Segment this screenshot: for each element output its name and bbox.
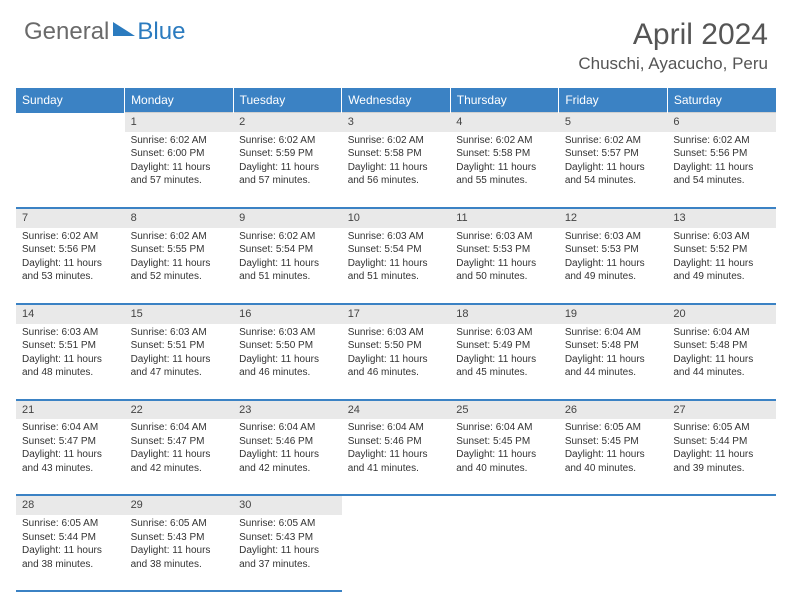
day-header: Thursday (450, 88, 559, 113)
day-number: 27 (667, 400, 776, 420)
day-cell: Sunrise: 6:04 AM Sunset: 5:48 PM Dayligh… (667, 324, 776, 400)
day-number: 16 (233, 304, 342, 324)
day-number: 4 (450, 113, 559, 132)
day-cell: Sunrise: 6:02 AM Sunset: 6:00 PM Dayligh… (125, 132, 234, 208)
day-header: Saturday (667, 88, 776, 113)
day-number: 5 (559, 113, 668, 132)
day-number: 29 (125, 495, 234, 515)
day-cell: Sunrise: 6:03 AM Sunset: 5:53 PM Dayligh… (559, 228, 668, 304)
day-cell: Sunrise: 6:03 AM Sunset: 5:50 PM Dayligh… (342, 324, 451, 400)
day-cell: Sunrise: 6:05 AM Sunset: 5:43 PM Dayligh… (233, 515, 342, 591)
day-header: Wednesday (342, 88, 451, 113)
day-cell: Sunrise: 6:05 AM Sunset: 5:45 PM Dayligh… (559, 419, 668, 495)
day-number: 21 (16, 400, 125, 420)
day-number-empty (559, 495, 668, 515)
day-number: 28 (16, 495, 125, 515)
daynum-row: 1 2 3 4 5 6 (16, 113, 776, 132)
day-cell-empty (450, 515, 559, 591)
day-number: 8 (125, 208, 234, 228)
day-cell: Sunrise: 6:03 AM Sunset: 5:54 PM Dayligh… (342, 228, 451, 304)
day-number: 15 (125, 304, 234, 324)
day-cell: Sunrise: 6:04 AM Sunset: 5:48 PM Dayligh… (559, 324, 668, 400)
day-cell: Sunrise: 6:05 AM Sunset: 5:44 PM Dayligh… (16, 515, 125, 591)
day-cell: Sunrise: 6:04 AM Sunset: 5:45 PM Dayligh… (450, 419, 559, 495)
day-cell-empty (342, 515, 451, 591)
day-number: 1 (125, 113, 234, 132)
day-number: 19 (559, 304, 668, 324)
content-row: Sunrise: 6:04 AM Sunset: 5:47 PM Dayligh… (16, 419, 776, 495)
day-header: Tuesday (233, 88, 342, 113)
day-number: 22 (125, 400, 234, 420)
day-header: Sunday (16, 88, 125, 113)
day-number: 17 (342, 304, 451, 324)
day-header-row: Sunday Monday Tuesday Wednesday Thursday… (16, 88, 776, 113)
day-cell-empty (667, 515, 776, 591)
day-number: 3 (342, 113, 451, 132)
day-number: 24 (342, 400, 451, 420)
day-cell: Sunrise: 6:03 AM Sunset: 5:53 PM Dayligh… (450, 228, 559, 304)
day-cell: Sunrise: 6:02 AM Sunset: 5:59 PM Dayligh… (233, 132, 342, 208)
day-cell: Sunrise: 6:04 AM Sunset: 5:47 PM Dayligh… (125, 419, 234, 495)
day-number: 10 (342, 208, 451, 228)
day-number: 11 (450, 208, 559, 228)
day-cell-empty (559, 515, 668, 591)
daynum-row: 21 22 23 24 25 26 27 (16, 400, 776, 420)
day-number-empty (342, 495, 451, 515)
day-number: 25 (450, 400, 559, 420)
day-cell: Sunrise: 6:05 AM Sunset: 5:43 PM Dayligh… (125, 515, 234, 591)
day-number: 14 (16, 304, 125, 324)
day-cell: Sunrise: 6:03 AM Sunset: 5:51 PM Dayligh… (16, 324, 125, 400)
daynum-row: 7 8 9 10 11 12 13 (16, 208, 776, 228)
day-cell: Sunrise: 6:05 AM Sunset: 5:44 PM Dayligh… (667, 419, 776, 495)
title-block: April 2024 Chuschi, Ayacucho, Peru (578, 18, 768, 74)
content-row: Sunrise: 6:05 AM Sunset: 5:44 PM Dayligh… (16, 515, 776, 591)
day-number: 26 (559, 400, 668, 420)
day-number-empty (450, 495, 559, 515)
content-row: Sunrise: 6:02 AM Sunset: 6:00 PM Dayligh… (16, 132, 776, 208)
day-cell: Sunrise: 6:04 AM Sunset: 5:47 PM Dayligh… (16, 419, 125, 495)
day-number: 7 (16, 208, 125, 228)
day-number-empty (16, 113, 125, 132)
day-number: 30 (233, 495, 342, 515)
calendar-body: 1 2 3 4 5 6 Sunrise: 6:02 AM Sunset: 6:0… (16, 113, 776, 592)
day-number: 18 (450, 304, 559, 324)
day-number: 20 (667, 304, 776, 324)
content-row: Sunrise: 6:02 AM Sunset: 5:56 PM Dayligh… (16, 228, 776, 304)
daynum-row: 28 29 30 (16, 495, 776, 515)
day-cell: Sunrise: 6:02 AM Sunset: 5:54 PM Dayligh… (233, 228, 342, 304)
day-number-empty (667, 495, 776, 515)
day-number: 23 (233, 400, 342, 420)
day-cell: Sunrise: 6:03 AM Sunset: 5:49 PM Dayligh… (450, 324, 559, 400)
day-cell-empty (16, 132, 125, 208)
day-number: 2 (233, 113, 342, 132)
day-cell: Sunrise: 6:02 AM Sunset: 5:58 PM Dayligh… (450, 132, 559, 208)
day-number: 12 (559, 208, 668, 228)
day-cell: Sunrise: 6:03 AM Sunset: 5:51 PM Dayligh… (125, 324, 234, 400)
day-cell: Sunrise: 6:02 AM Sunset: 5:56 PM Dayligh… (667, 132, 776, 208)
day-number: 6 (667, 113, 776, 132)
day-cell: Sunrise: 6:04 AM Sunset: 5:46 PM Dayligh… (233, 419, 342, 495)
logo-text-blue: Blue (137, 18, 185, 46)
month-title: April 2024 (578, 18, 768, 52)
daynum-row: 14 15 16 17 18 19 20 (16, 304, 776, 324)
day-header: Friday (559, 88, 668, 113)
day-cell: Sunrise: 6:03 AM Sunset: 5:50 PM Dayligh… (233, 324, 342, 400)
day-cell: Sunrise: 6:02 AM Sunset: 5:57 PM Dayligh… (559, 132, 668, 208)
day-cell: Sunrise: 6:03 AM Sunset: 5:52 PM Dayligh… (667, 228, 776, 304)
day-cell: Sunrise: 6:04 AM Sunset: 5:46 PM Dayligh… (342, 419, 451, 495)
header: General Blue April 2024 Chuschi, Ayacuch… (0, 0, 792, 82)
logo-text-general: General (24, 18, 109, 46)
day-cell: Sunrise: 6:02 AM Sunset: 5:56 PM Dayligh… (16, 228, 125, 304)
content-row: Sunrise: 6:03 AM Sunset: 5:51 PM Dayligh… (16, 324, 776, 400)
location-subtitle: Chuschi, Ayacucho, Peru (578, 54, 768, 74)
day-number: 9 (233, 208, 342, 228)
day-number: 13 (667, 208, 776, 228)
calendar-table: Sunday Monday Tuesday Wednesday Thursday… (16, 88, 776, 592)
logo-triangle-icon (113, 22, 135, 36)
logo: General Blue (24, 18, 185, 46)
day-cell: Sunrise: 6:02 AM Sunset: 5:55 PM Dayligh… (125, 228, 234, 304)
day-header: Monday (125, 88, 234, 113)
day-cell: Sunrise: 6:02 AM Sunset: 5:58 PM Dayligh… (342, 132, 451, 208)
